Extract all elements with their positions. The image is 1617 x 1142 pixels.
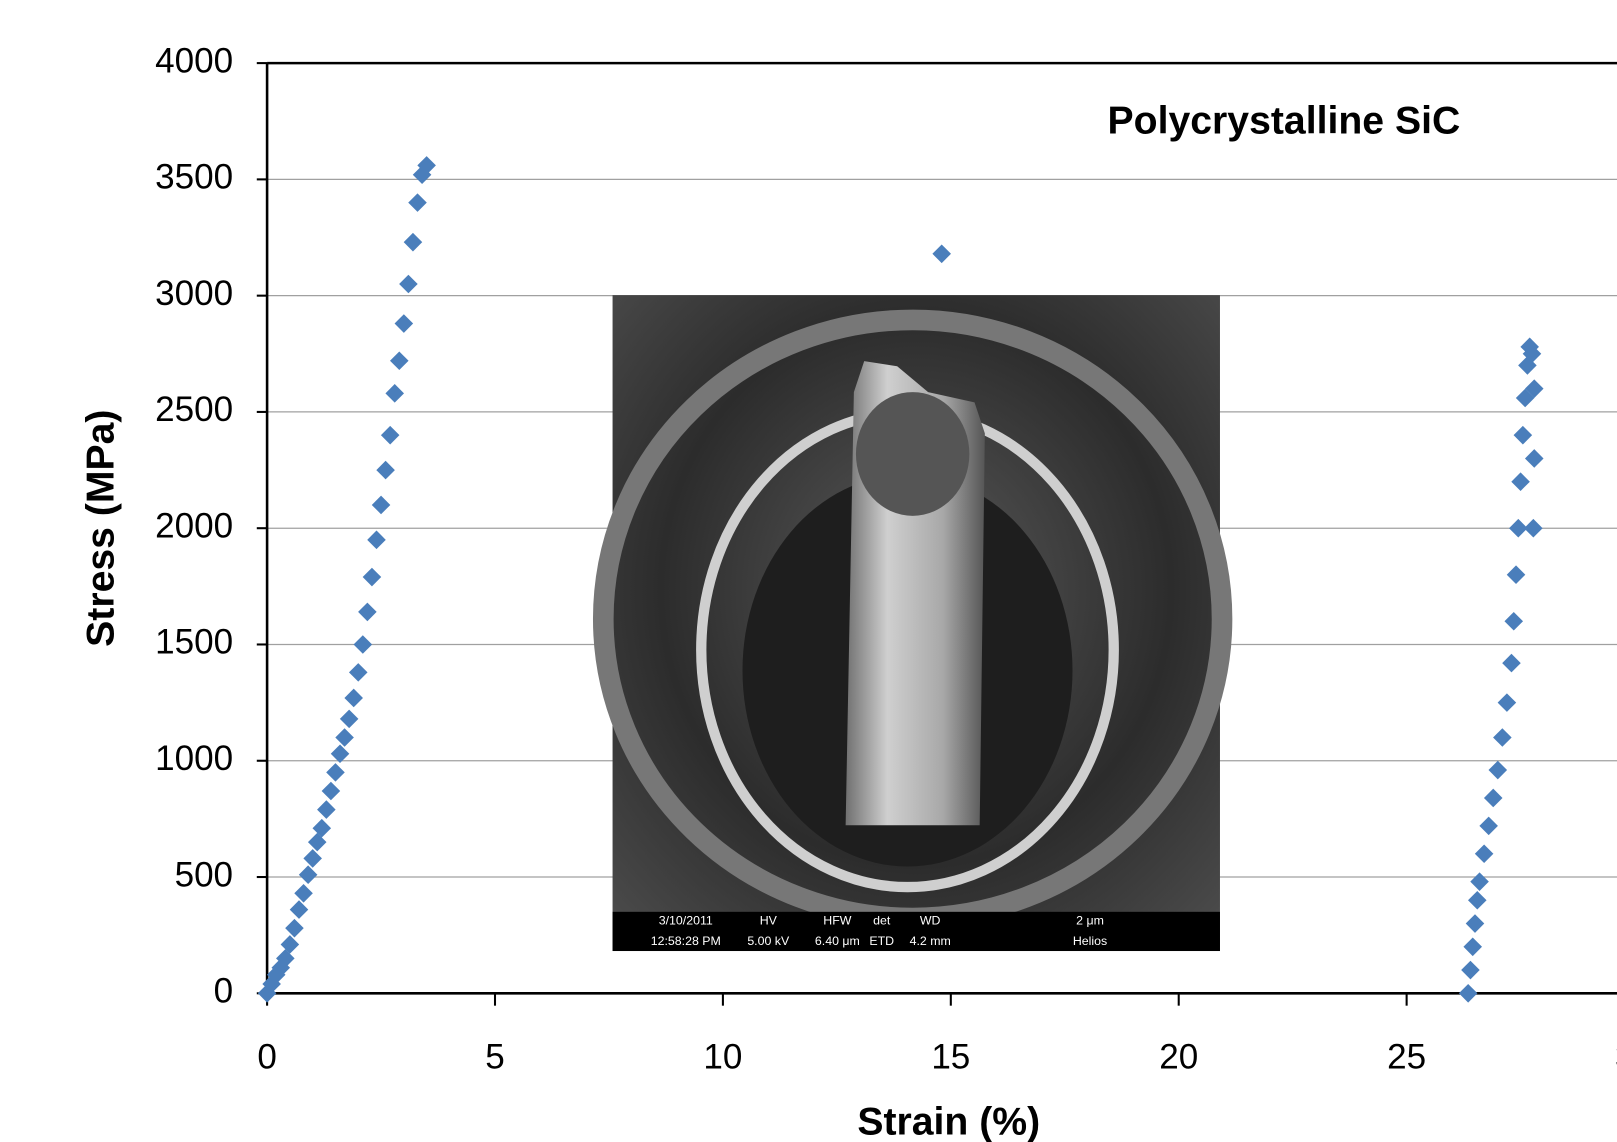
x-tick-label: 10	[703, 1038, 742, 1077]
point	[307, 832, 327, 852]
chart-title: Polycrystalline SiC	[1108, 99, 1461, 142]
y-tick-label: 3000	[155, 274, 233, 313]
point	[1502, 653, 1521, 673]
y-tick-label: 1000	[155, 739, 233, 778]
y-tick-label: 1500	[155, 623, 233, 662]
point	[1504, 611, 1524, 631]
x-tick-label: 25	[1387, 1038, 1426, 1077]
point	[1479, 816, 1498, 836]
sem-inset	[592, 295, 1233, 952]
point	[371, 495, 391, 515]
inset-info-text: HV	[760, 913, 778, 927]
inset-info-text: 2 μm	[1076, 913, 1104, 927]
y-tick-label: 0	[214, 972, 234, 1011]
point	[403, 232, 423, 252]
inset-info-bar	[612, 911, 1220, 952]
points	[257, 156, 1544, 1003]
point	[276, 949, 295, 968]
point	[330, 744, 350, 764]
y-axis-label: Stress (MPa)	[79, 410, 122, 647]
point	[394, 314, 414, 333]
x-tick-label: 0	[257, 1038, 277, 1077]
point	[1474, 844, 1494, 864]
point	[380, 425, 400, 445]
point	[298, 865, 318, 884]
x-tick-label: 30	[1615, 1038, 1617, 1077]
point	[339, 709, 359, 729]
point	[367, 530, 386, 550]
point	[1465, 914, 1485, 933]
point	[344, 688, 363, 708]
inset-info-text: det	[873, 913, 891, 927]
inset-info-text: WD	[920, 913, 941, 927]
point	[1524, 449, 1544, 468]
point	[1467, 890, 1487, 910]
point	[1509, 518, 1528, 538]
inset-info-text: HFW	[823, 913, 851, 927]
point	[376, 460, 395, 480]
x-tick-label: 5	[485, 1038, 504, 1077]
point	[280, 935, 300, 954]
point	[1524, 518, 1543, 538]
inset-info-text: 5.00 kV	[747, 934, 790, 948]
point	[1470, 872, 1489, 891]
point	[1483, 788, 1503, 808]
x-tick-label: 15	[931, 1038, 970, 1077]
point	[1522, 344, 1542, 364]
point	[399, 274, 418, 294]
inset-info-text: 6.40 μm	[815, 934, 860, 948]
point	[285, 918, 304, 938]
x-axis-label: Strain (%)	[857, 1101, 1040, 1142]
point	[417, 156, 436, 175]
y-tick-label: 2000	[155, 506, 233, 545]
point	[1497, 693, 1517, 712]
point	[1524, 379, 1544, 398]
point	[326, 763, 345, 782]
point	[294, 884, 313, 903]
point	[317, 800, 336, 819]
point	[385, 384, 405, 403]
point	[321, 781, 341, 801]
point	[1458, 984, 1478, 1003]
y-tick-label: 3500	[155, 158, 233, 197]
inset-pillar-top	[855, 392, 970, 516]
point	[1511, 472, 1530, 491]
point	[932, 244, 951, 264]
y-tick-label: 500	[175, 855, 233, 894]
axes: 0 500 1000 1500 2000 2500 3000 3500 4000 0 5 10 15 20…	[155, 41, 1617, 1077]
x-tick-label: 20	[1159, 1038, 1198, 1077]
point	[362, 567, 382, 587]
point	[1493, 728, 1512, 747]
point	[389, 351, 409, 371]
inset-info: 3/10/2011 12:58:28 PM HV 5.00 kV HFW 6.40 μm d…	[651, 913, 1107, 948]
inset-info-text: Helios	[1073, 934, 1107, 948]
inset-info-text: ETD	[869, 934, 894, 948]
point	[348, 663, 368, 682]
point	[312, 818, 332, 838]
point	[289, 900, 309, 919]
y-tick-label: 4000	[155, 41, 233, 80]
point	[1463, 937, 1482, 957]
inset-info-text: 3/10/2011	[659, 913, 713, 927]
point	[1488, 760, 1508, 780]
inset-info-text: 12:58:28 PM	[651, 934, 721, 948]
point	[1506, 565, 1526, 584]
point	[408, 193, 427, 212]
point	[353, 635, 373, 654]
point	[1461, 960, 1480, 980]
point	[303, 849, 322, 868]
point	[1513, 425, 1533, 445]
y-tick-label: 2500	[155, 390, 233, 429]
point	[335, 728, 354, 747]
point	[358, 602, 377, 622]
inset-info-text: 4.2 mm	[910, 934, 951, 948]
